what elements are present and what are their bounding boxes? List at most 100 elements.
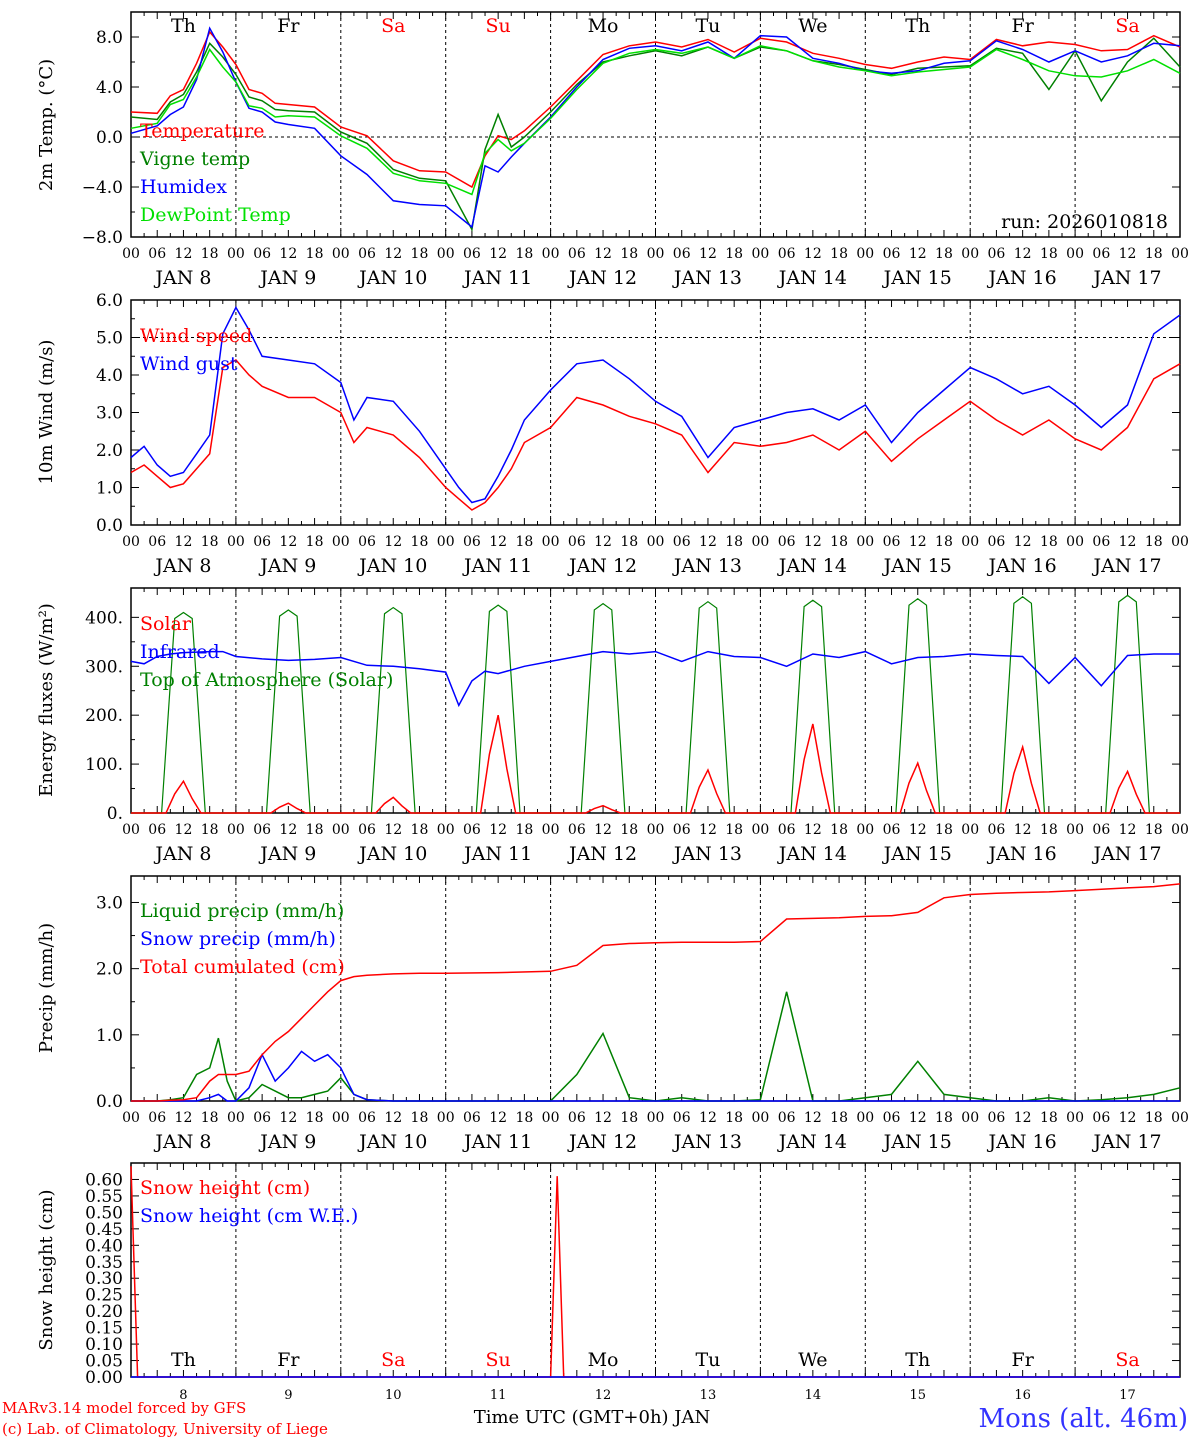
hour-label: 12 [909,822,927,838]
weekday-label: We [798,1349,827,1371]
y-tick-label: 1.0 [96,479,123,499]
date-label: JAN 16 [987,843,1057,865]
hour-label: 06 [568,1110,586,1126]
hour-label: 18 [411,246,429,262]
legend-entry: Liquid precip (mm/h) [140,900,344,922]
y-axis-label: 10m Wind (m/s) [36,340,57,485]
hour-label: 12 [909,1110,927,1126]
y-tick-label: 0.25 [85,1286,123,1306]
date-label: JAN 11 [462,555,532,577]
hour-label: 06 [673,534,691,550]
legend-entry: Vigne temp [139,148,250,170]
weekday-label: Fr [277,15,300,37]
weekday-label: Sa [1115,1349,1139,1371]
series-line-wind-speed [130,359,1181,511]
panel-5: 0.000.050.100.150.200.250.300.350.400.45… [36,1162,1181,1403]
hour-label: 00 [542,534,560,550]
hour-label: 00 [122,246,140,262]
hour-label: 12 [909,246,927,262]
hour-label: 00 [1066,1110,1084,1126]
weekday-label: Mo [588,15,619,37]
date-label: JAN 13 [672,267,742,289]
hour-label: 00 [332,246,350,262]
hour-label: 12 [804,1110,822,1126]
hour-label: 06 [463,246,481,262]
date-label: JAN 8 [153,1131,211,1153]
hour-label: 00 [227,1110,245,1126]
y-tick-label: 0.0 [96,1092,123,1112]
legend-entry: Snow height (cm) [140,1177,310,1199]
weekday-label: Tu [695,1349,720,1371]
series-line-infrared [130,650,1180,708]
date-label: JAN 16 [987,1131,1057,1153]
hour-label: 06 [253,246,271,262]
y-tick-label: 6.0 [96,291,123,311]
y-tick-label: 0.40 [85,1236,123,1256]
y-axis-label: Precip (mm/h) [36,923,57,1053]
date-label: JAN 10 [357,267,427,289]
hour-label: 18 [515,246,533,262]
hour-label: 12 [1119,534,1137,550]
hour-label: 06 [148,1110,166,1126]
hour-label: 18 [725,1110,743,1126]
y-tick-label: 0.45 [85,1220,123,1240]
hour-label: 12 [489,822,507,838]
weekday-label: Fr [1012,1349,1035,1371]
hour-label: 00 [437,1110,455,1126]
hour-label: 12 [699,246,717,262]
hour-label: 18 [1040,246,1058,262]
hour-label: 00 [751,822,769,838]
y-tick-label: 0.05 [85,1352,123,1372]
date-label: JAN 13 [672,843,742,865]
hour-label: 00 [647,822,665,838]
y-axis-label: 2m Temp. (°C) [36,59,57,191]
date-label: JAN 16 [987,555,1057,577]
hour-label: 06 [988,1110,1006,1126]
hour-label: 06 [883,246,901,262]
plot-frame [130,299,1181,526]
y-tick-label: 2.0 [96,441,123,461]
hour-label: 06 [463,1110,481,1126]
hour-label: 06 [253,534,271,550]
hour-label: 18 [620,822,638,838]
hour-label: 18 [620,246,638,262]
hour-label: 06 [568,822,586,838]
legend-entry: Total cumulated (cm) [140,956,345,978]
hour-label: 18 [411,534,429,550]
hour-label: 12 [594,534,612,550]
y-tick-label: 400. [85,608,123,628]
hour-label: 12 [384,534,402,550]
y-tick-label: 0.0 [96,516,123,536]
hour-label: 00 [961,534,979,550]
hour-label: 06 [148,534,166,550]
weekday-label: Su [486,15,511,37]
hour-label: 12 [384,1110,402,1126]
station-label: Mons (alt. 46m) [979,1404,1188,1434]
hour-label: 00 [856,1110,874,1126]
panel-1: −8.0 −4.0 0.0 4.0 8.0 2m Temp. (°C) Temperatur… [36,11,1189,289]
hour-label: 00 [961,822,979,838]
date-label: JAN 10 [357,1131,427,1153]
day-number-label: 8 [179,1388,187,1403]
hour-label: 06 [463,822,481,838]
hour-label: 12 [699,534,717,550]
hour-label: 06 [673,1110,691,1126]
hour-label: 00 [1066,534,1084,550]
legend-entry: Humidex [140,176,227,198]
hour-label: 12 [279,822,297,838]
hour-label: 06 [358,246,376,262]
hour-label: 12 [594,246,612,262]
hour-label: 12 [699,1110,717,1126]
hour-label: 18 [515,822,533,838]
y-tick-label: −8.0 [82,228,123,248]
date-label: JAN 16 [987,267,1057,289]
hour-label: 12 [804,822,822,838]
hour-label: 06 [1092,246,1110,262]
y-tick-label: 0.55 [85,1187,123,1207]
hour-label: 18 [935,822,953,838]
date-label: JAN 15 [882,843,952,865]
hour-label: 18 [515,534,533,550]
hour-label: 12 [1014,534,1032,550]
legend-entry: Temperature [140,120,264,142]
